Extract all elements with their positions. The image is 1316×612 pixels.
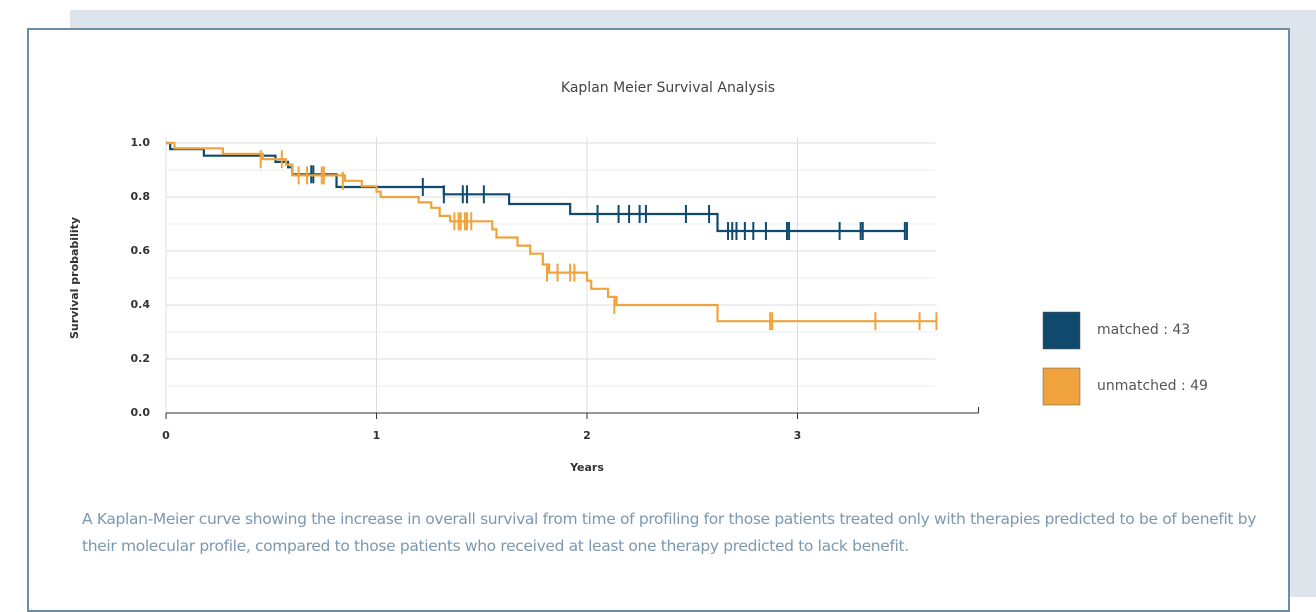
- legend-label: unmatched : 49: [1097, 378, 1208, 394]
- x-axis-label: Years: [569, 461, 604, 474]
- x-tick-label: 3: [794, 429, 802, 442]
- x-tick-label: 1: [373, 429, 381, 442]
- legend-swatch: [1043, 368, 1080, 405]
- y-axis-label: Survival probability: [68, 217, 81, 339]
- survival-curve: [166, 143, 907, 231]
- y-tick-label: 0.0: [131, 406, 151, 419]
- y-tick-label: 0.4: [131, 298, 151, 311]
- legend-swatch: [1043, 312, 1080, 349]
- caption: A Kaplan-Meier curve showing the increas…: [82, 506, 1257, 560]
- y-tick-label: 0.2: [131, 352, 151, 365]
- y-tick-label: 1.0: [131, 136, 151, 149]
- y-tick-label: 0.6: [131, 244, 151, 257]
- page: Kaplan Meier Survival Analysis Survival …: [0, 0, 1316, 597]
- x-tick-label: 2: [583, 429, 591, 442]
- x-tick-label: 0: [162, 429, 170, 442]
- legend-label: matched : 43: [1097, 322, 1190, 338]
- y-tick-label: 0.8: [131, 190, 151, 203]
- chart-title: Kaplan Meier Survival Analysis: [561, 80, 775, 96]
